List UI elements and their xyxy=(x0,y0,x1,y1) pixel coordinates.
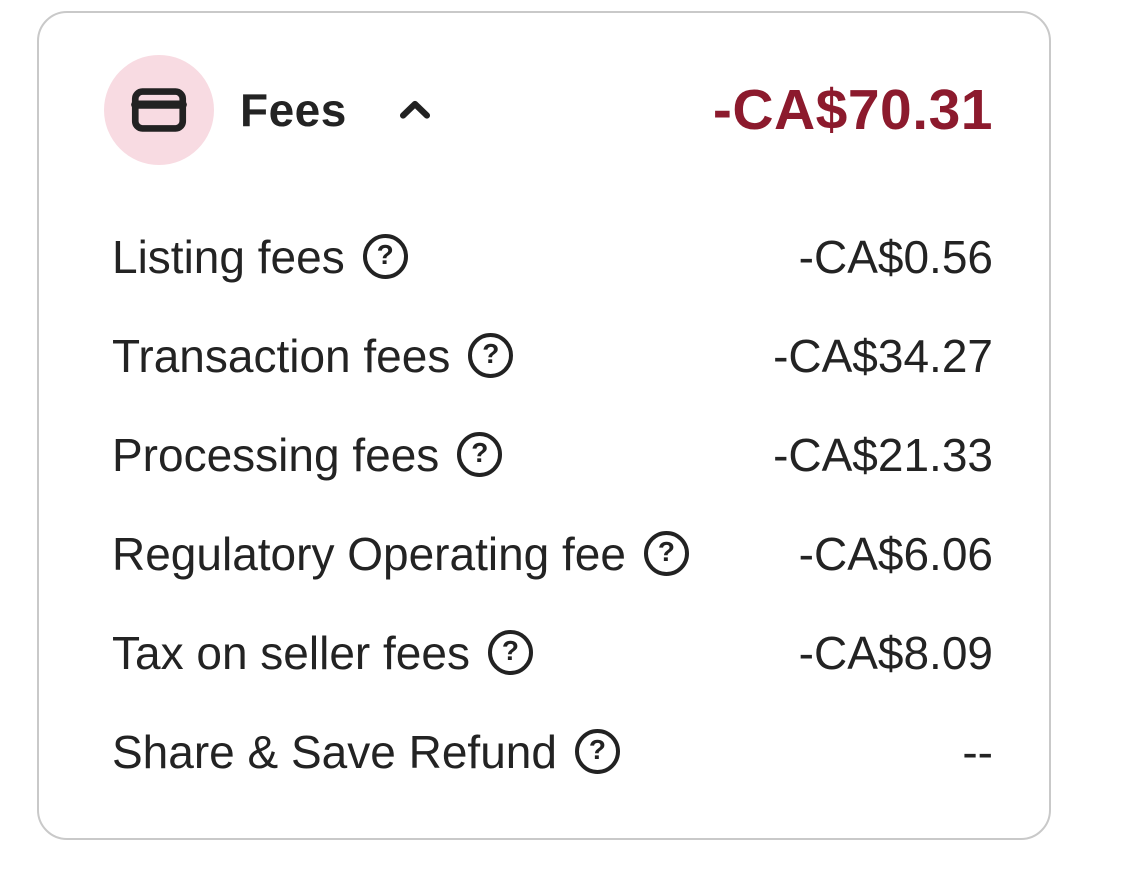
fee-row-value: -CA$8.09 xyxy=(798,626,993,679)
fee-row-label: Tax on seller fees xyxy=(112,626,470,679)
fees-total-amount: -CA$70.31 xyxy=(712,78,993,142)
fee-row-label-group: Share & Save Refund ? xyxy=(112,725,620,779)
fee-row-value: -- xyxy=(962,725,993,778)
help-icon[interactable]: ? xyxy=(362,234,408,279)
help-icon[interactable]: ? xyxy=(487,630,533,675)
fee-row: Processing fees ? -CA$21.33 xyxy=(112,405,993,504)
fee-row-value: -CA$0.56 xyxy=(798,230,993,283)
fee-row-value: -CA$6.06 xyxy=(798,527,993,580)
fee-row-label-group: Regulatory Operating fee ? xyxy=(112,527,689,581)
fees-card-header[interactable]: Fees -CA$70.31 xyxy=(104,55,993,165)
fee-row: Regulatory Operating fee ? -CA$6.06 xyxy=(112,504,993,603)
fee-row-label: Transaction fees xyxy=(112,329,451,382)
fee-row-label-group: Listing fees ? xyxy=(112,230,408,284)
fee-row: Listing fees ? -CA$0.56 xyxy=(112,207,993,306)
fee-row-label: Share & Save Refund xyxy=(112,725,557,778)
help-icon[interactable]: ? xyxy=(643,531,689,576)
fees-card: Fees -CA$70.31 Listing fees ? -CA$0.56 T… xyxy=(37,11,1051,840)
fee-row-label: Processing fees xyxy=(112,428,440,481)
fee-row-label-group: Processing fees ? xyxy=(112,428,503,482)
fee-row-label-group: Tax on seller fees ? xyxy=(112,626,533,680)
fee-rows: Listing fees ? -CA$0.56 Transaction fees… xyxy=(112,207,993,801)
credit-card-icon xyxy=(131,88,187,132)
help-icon[interactable]: ? xyxy=(574,729,620,774)
fee-row: Tax on seller fees ? -CA$8.09 xyxy=(112,603,993,702)
fee-row: Transaction fees ? -CA$34.27 xyxy=(112,306,993,405)
help-icon[interactable]: ? xyxy=(457,432,503,477)
fee-row-value: -CA$21.33 xyxy=(773,428,993,481)
fee-row: Share & Save Refund ? -- xyxy=(112,702,993,801)
fee-row-label: Listing fees xyxy=(112,230,345,283)
fees-icon-circle xyxy=(104,55,214,165)
help-icon[interactable]: ? xyxy=(468,333,514,378)
collapse-section-button[interactable] xyxy=(393,88,437,132)
fee-row-label: Regulatory Operating fee xyxy=(112,527,626,580)
fees-title: Fees xyxy=(240,84,347,136)
fee-row-value: -CA$34.27 xyxy=(773,329,993,382)
fee-row-label-group: Transaction fees ? xyxy=(112,329,514,383)
chevron-up-icon xyxy=(399,100,430,119)
